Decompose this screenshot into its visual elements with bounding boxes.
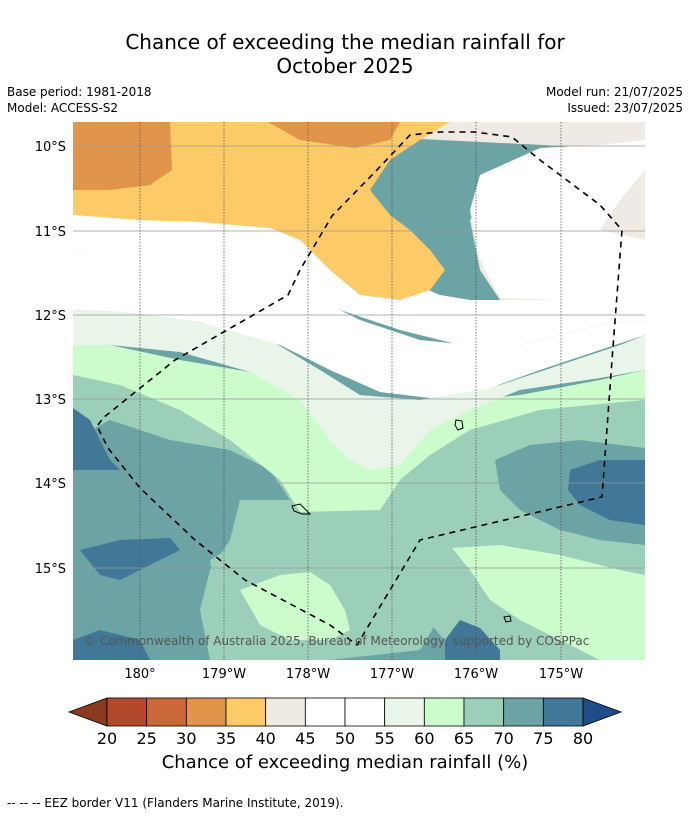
colorbar-tick-label: 20 [97,729,117,748]
contour-75-80-southwest [73,630,150,660]
colorbar-extend-high [582,697,623,727]
lat-label: 14°S [35,477,66,492]
island [454,419,464,431]
lon-label: 178°W [286,667,330,682]
colorbar-tick-label: 35 [216,729,236,748]
colorbar-cell [463,697,505,727]
colorbar-cell [146,697,187,727]
colorbar-label: Chance of exceeding median rainfall (%) [161,752,529,773]
colorbar-tick-label: 50 [335,729,355,748]
meta-left: Base period: 1981-2018 Model: ACCESS-S2 [7,84,152,116]
colorbar-tick-label: 65 [454,729,474,748]
colorbar-cell [542,697,584,727]
colorbar-cell [265,697,306,727]
colorbar-cell [106,697,148,727]
title-line-1: Chance of exceeding the median rainfall … [125,30,565,54]
colorbar-tick-label: 45 [295,729,315,748]
colorbar-tick-label: 75 [533,729,553,748]
contour-60-65-east [452,545,645,660]
lat-label: 15°S [35,562,66,577]
colorbar-cells [67,697,623,727]
island [503,615,512,623]
title-line-2: October 2025 [276,54,414,78]
lat-label: 11°S [35,225,66,240]
lon-label: 176°W [454,667,498,682]
colorbar-cell [503,697,544,727]
contour-50-55 [73,250,645,398]
forecast-map: © Commonwealth of Australia 2025, Bureau… [35,122,645,682]
issued-date: Issued: 23/07/2025 [567,101,683,115]
lon-label: 177°W [370,667,414,682]
page-title: Chance of exceeding the median rainfall … [0,30,690,78]
meta-right: Model run: 21/07/2025 Issued: 23/07/2025 [546,84,683,116]
contour-75-80-northwest [73,408,120,470]
contour-75-80-east [568,460,645,525]
lon-label: 180° [124,667,155,682]
colorbar-extend-low [67,697,108,727]
copyright-text: © Commonwealth of Australia 2025, Bureau… [84,634,589,648]
lat-label: 13°S [35,393,66,408]
model-run: Model run: 21/07/2025 [545,85,683,99]
colorbar-tick-label: 25 [136,729,156,748]
colorbar-cell [304,697,346,727]
colorbar: 20 25 30 35 40 45 50 55 60 65 70 75 80 [67,697,623,748]
colorbar-tick-label: 80 [573,729,593,748]
footnote: -- -- -- EEZ border V11 (Flanders Marine… [7,796,344,810]
colorbar-tick-label: 60 [414,729,434,748]
lat-label: 10°S [35,140,66,155]
contour-45-50-east [470,140,645,300]
colorbar-cell [185,697,227,727]
base-period: Base period: 1981-2018 [7,85,152,99]
contour-30-35-north [268,122,400,148]
model-name: Model: ACCESS-S2 [7,101,119,115]
latitude-lines [73,145,645,569]
lon-label: 179°W [202,667,246,682]
contour-75-80-south [445,620,500,660]
eez-border [97,131,623,647]
colorbar-cell [344,697,386,727]
lat-label: 12°S [35,309,66,324]
colorbar-tick-label: 40 [255,729,275,748]
contour-30-35-west [73,122,172,190]
colorbar-tick-label: 55 [374,729,394,748]
colorbar-cell [384,697,425,727]
colorbar-cell [423,697,465,727]
longitude-lines [139,122,562,660]
contour-55-60 [73,310,645,470]
colorbar-cell [225,697,267,727]
map-contours: © Commonwealth of Australia 2025, Bureau… [73,122,645,660]
colorbar-ticks: 20 25 30 35 40 45 50 55 60 65 70 75 80 [97,729,593,748]
lon-label: 175°W [539,667,583,682]
colorbar-tick-label: 70 [493,729,513,748]
colorbar-tick-label: 30 [176,729,196,748]
island [291,503,312,515]
contour-75-80-west [80,538,180,580]
